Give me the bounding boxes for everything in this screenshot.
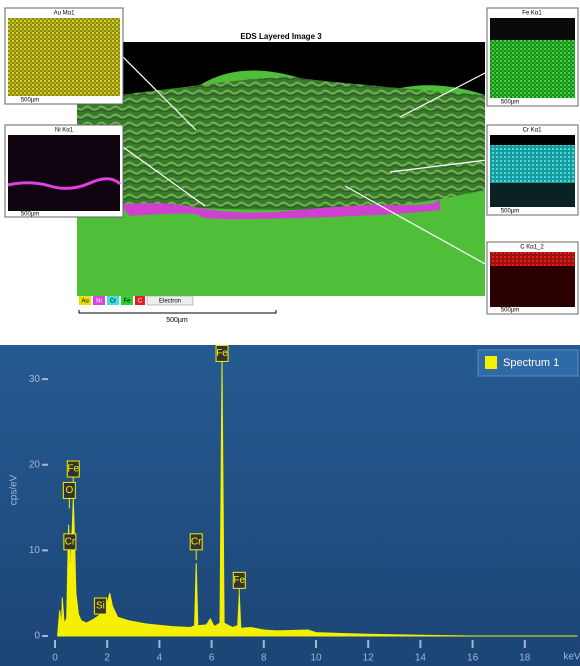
map-c: C Kα1_2 500µm — [487, 242, 578, 314]
y-tick-label: 0 — [34, 631, 40, 642]
peak-label: O — [65, 485, 73, 496]
map-scale: 500µm — [21, 98, 39, 104]
y-tick-label: 20 — [29, 459, 41, 470]
x-tick-label: 0 — [52, 653, 58, 664]
scale-bar — [79, 310, 276, 313]
x-tick-label: 10 — [310, 653, 322, 664]
map-ni: Ni Kα1 500µm — [5, 125, 123, 218]
tag: Ni — [96, 299, 102, 305]
x-tick-label: 14 — [415, 653, 427, 664]
x-tick-label: 8 — [261, 653, 267, 664]
legend-tags: Au Ni Cr Fe C Electron — [79, 296, 193, 305]
peak-label: Fe — [233, 575, 245, 586]
map-label: C Kα1_2 — [520, 245, 544, 251]
peak-label: Fe — [67, 464, 79, 475]
map-label: Au Mα1 — [54, 11, 75, 17]
peak-label: Cr — [191, 536, 202, 547]
map-scale: 500µm — [501, 209, 519, 215]
x-tick-label: 2 — [104, 653, 110, 664]
map-scale: 500µm — [501, 100, 519, 106]
tag: Cr — [110, 299, 116, 305]
x-tick-label: 12 — [363, 653, 375, 664]
map-label: Ni Kα1 — [55, 128, 74, 134]
map-label: Fe Kα1 — [522, 11, 542, 17]
y-axis-label: cps/eV — [9, 474, 20, 505]
scale-label: 500µm — [166, 317, 188, 324]
eds-panel: EDS Layered Image 3 Au Ni Cr Fe C Electr… — [5, 8, 578, 324]
map-fe: Fe Kα1 500µm — [487, 8, 578, 106]
legend-label: Spectrum 1 — [503, 357, 559, 369]
peak-label: Si — [96, 601, 105, 612]
tag: Au — [81, 299, 88, 305]
chart-background — [0, 345, 580, 666]
peak-label: Fe — [216, 348, 228, 359]
map-scale: 500µm — [501, 308, 519, 314]
legend-swatch — [485, 356, 497, 369]
x-tick-label: 6 — [209, 653, 215, 664]
x-tick-label: 18 — [519, 653, 531, 664]
map-label: Cr Kα1 — [523, 128, 542, 134]
map-cr: Cr Kα1 500µm — [487, 125, 578, 215]
peak-label: Cr — [65, 536, 76, 547]
tag: Fe — [123, 299, 131, 305]
x-axis-label: keV — [563, 652, 580, 663]
map-au: Au Mα1 500µm — [5, 8, 123, 104]
figure: EDS Layered Image 3 Au Ni Cr Fe C Electr… — [0, 0, 580, 666]
y-tick-label: 30 — [29, 374, 41, 385]
tag: Electron — [159, 299, 181, 305]
y-tick-label: 10 — [29, 545, 41, 556]
image-title: EDS Layered Image 3 — [240, 32, 322, 41]
layered-region — [77, 77, 485, 210]
x-tick-label: 4 — [157, 653, 163, 664]
map-scale: 500µm — [21, 212, 39, 218]
tag: C — [138, 299, 143, 305]
x-tick-label: 16 — [467, 653, 479, 664]
